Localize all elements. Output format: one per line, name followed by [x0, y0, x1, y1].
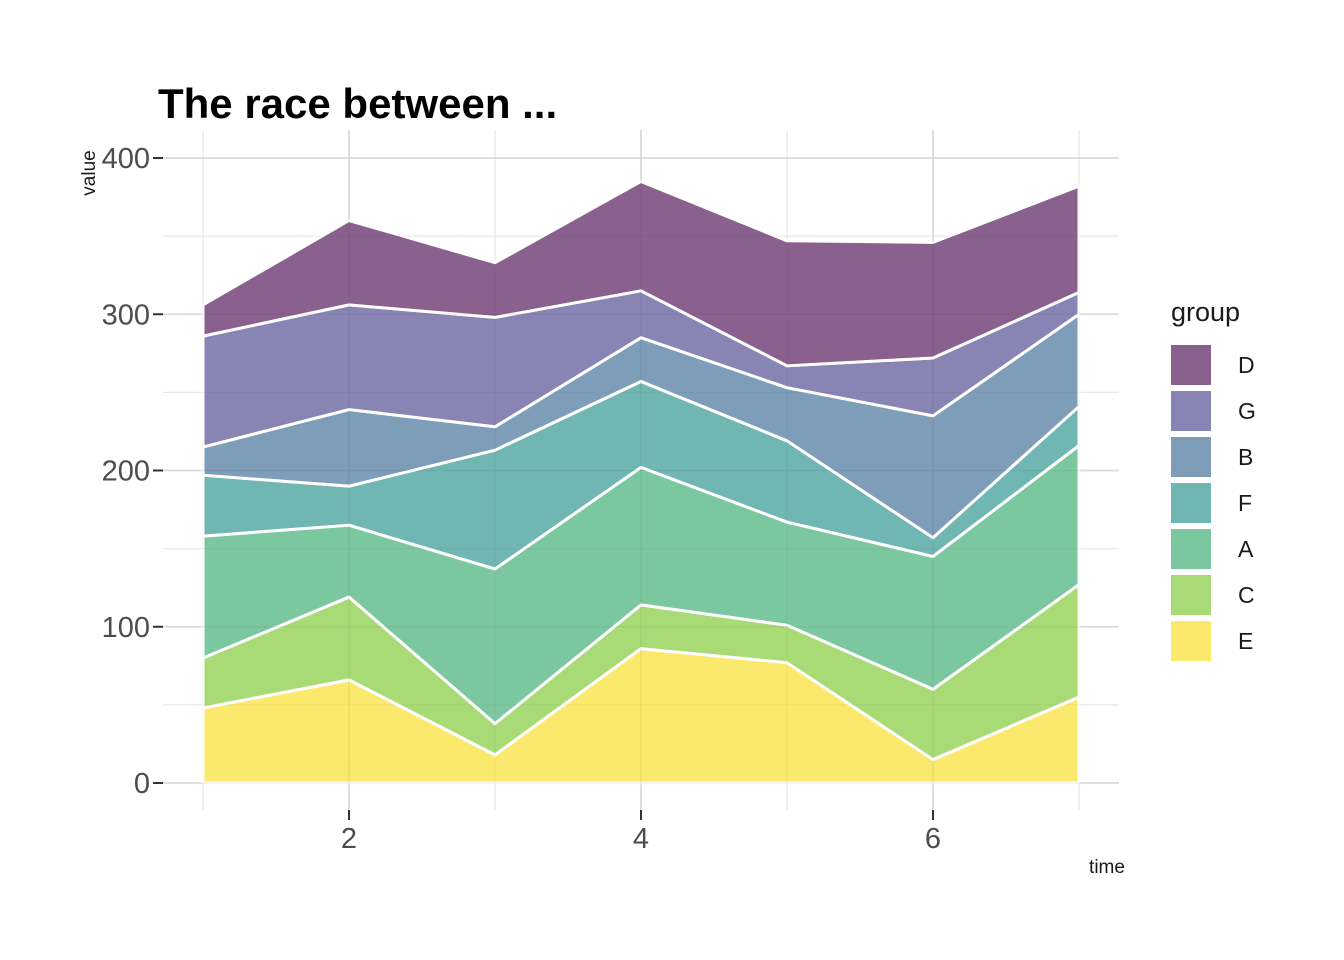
y-tick-label: 400: [102, 143, 150, 175]
legend-label: E: [1238, 627, 1254, 654]
legend-title: group: [1171, 297, 1241, 327]
legend-item-A: A: [1171, 529, 1256, 569]
y-tick-label: 300: [102, 299, 150, 331]
legend-label: B: [1238, 443, 1254, 470]
y-tick-label: 100: [102, 612, 150, 644]
y-axis-title: value: [79, 150, 100, 196]
x-tick-label: 4: [633, 823, 649, 855]
x-tick-label: 2: [341, 823, 357, 855]
legend-label: D: [1238, 351, 1255, 378]
x-axis-title: time: [1089, 857, 1125, 878]
legend-item-D: D: [1171, 345, 1256, 385]
legend-label: C: [1238, 581, 1255, 608]
y-tick-label: 200: [102, 456, 150, 488]
legend-swatch-F: [1171, 483, 1211, 523]
legend-item-G: G: [1171, 391, 1256, 431]
legend-label: G: [1238, 397, 1256, 424]
legend-swatch-D: [1171, 345, 1211, 385]
chart-title: The race between ...: [158, 80, 558, 127]
legend-swatch-A: [1171, 529, 1211, 569]
y-tick-label: 0: [134, 768, 150, 800]
legend-item-E: E: [1171, 621, 1256, 661]
x-tick-label: 6: [925, 823, 941, 855]
legend-swatch-C: [1171, 575, 1211, 615]
legend-swatch-G: [1171, 391, 1211, 431]
legend-item-B: B: [1171, 437, 1256, 477]
legend-swatch-B: [1171, 437, 1211, 477]
legend-item-F: F: [1171, 483, 1256, 523]
legend-label: F: [1238, 489, 1253, 516]
legend-swatch-E: [1171, 621, 1211, 661]
area-band-D: [201, 179, 1081, 368]
legend-label: A: [1238, 535, 1254, 562]
legend-item-C: C: [1171, 575, 1256, 615]
